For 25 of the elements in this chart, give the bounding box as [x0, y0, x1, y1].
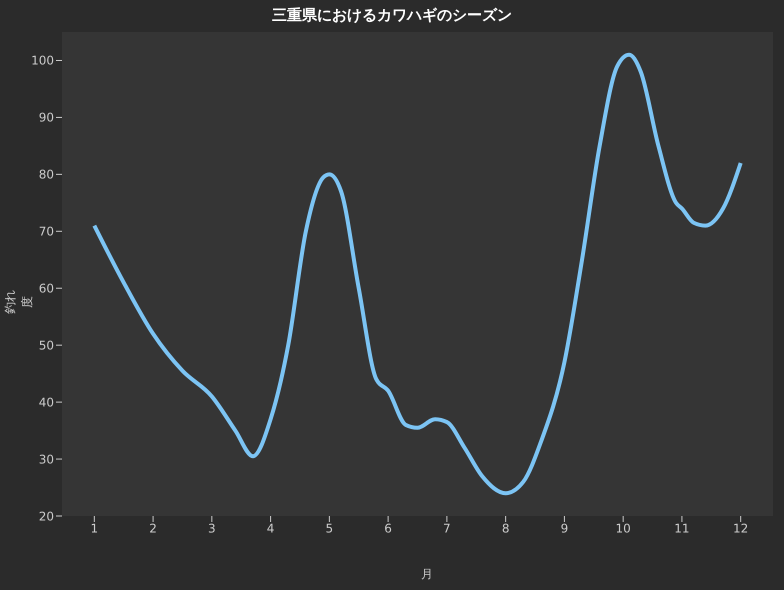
y-tick-label: 90: [38, 110, 54, 125]
x-tick-label: 12: [733, 522, 748, 536]
x-tick-label: 11: [674, 522, 690, 536]
x-tick-label: 7: [443, 522, 451, 536]
x-tick-label: 4: [266, 522, 274, 536]
chart-title: 三重県におけるカワハギのシーズン: [271, 6, 513, 25]
x-tick-label: 6: [384, 522, 392, 536]
x-tick-label: 10: [616, 522, 631, 536]
x-tick-label: 1: [90, 522, 98, 536]
x-tick-label: 9: [560, 522, 568, 536]
y-tick-label: 80: [38, 168, 54, 182]
y-tick-label: 30: [38, 452, 54, 466]
y-tick-label: 50: [38, 338, 54, 352]
x-tick-label: 5: [326, 522, 334, 536]
x-tick-label: 8: [502, 522, 510, 536]
y-tick-label: 40: [38, 395, 54, 410]
y-tick-label: 70: [38, 224, 54, 239]
y-tick-label: 60: [38, 281, 54, 296]
y-tick-label: 100: [31, 54, 54, 68]
x-axis-title: 月: [420, 566, 434, 583]
y-tick-label: 20: [38, 509, 54, 524]
x-tick-label: 2: [149, 522, 157, 536]
line-series: [92, 52, 743, 496]
x-tick-label: 3: [208, 522, 216, 536]
y-axis-title: 釣れ度: [2, 289, 35, 316]
